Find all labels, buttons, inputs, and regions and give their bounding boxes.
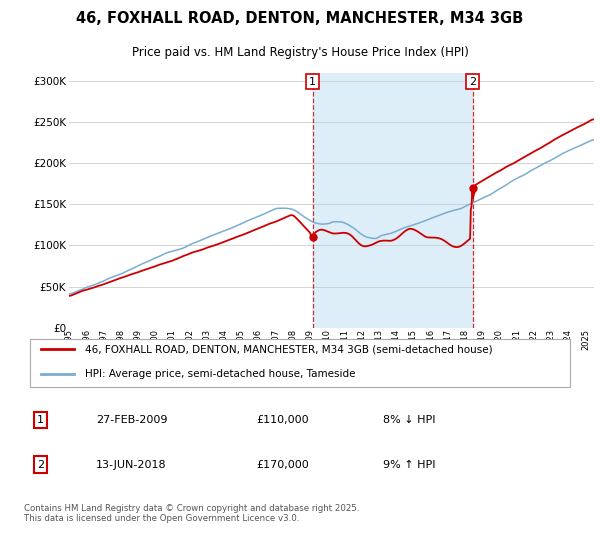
Text: 2: 2 (37, 460, 44, 470)
Text: 46, FOXHALL ROAD, DENTON, MANCHESTER, M34 3GB (semi-detached house): 46, FOXHALL ROAD, DENTON, MANCHESTER, M3… (85, 344, 493, 354)
Text: 27-FEB-2009: 27-FEB-2009 (96, 415, 167, 425)
Text: 46, FOXHALL ROAD, DENTON, MANCHESTER, M34 3GB: 46, FOXHALL ROAD, DENTON, MANCHESTER, M3… (76, 11, 524, 26)
Bar (313, 73, 473, 328)
Text: 13-JUN-2018: 13-JUN-2018 (96, 460, 166, 470)
Text: Price paid vs. HM Land Registry's House Price Index (HPI): Price paid vs. HM Land Registry's House … (131, 46, 469, 59)
Text: 9% ↑ HPI: 9% ↑ HPI (383, 460, 436, 470)
Text: £170,000: £170,000 (256, 460, 308, 470)
Text: 8% ↓ HPI: 8% ↓ HPI (383, 415, 436, 425)
FancyBboxPatch shape (29, 339, 571, 386)
Text: HPI: Average price, semi-detached house, Tameside: HPI: Average price, semi-detached house,… (85, 369, 355, 379)
Text: £110,000: £110,000 (256, 415, 308, 425)
Text: 2: 2 (469, 77, 476, 87)
Text: 1: 1 (309, 77, 316, 87)
Text: 1: 1 (37, 415, 44, 425)
Text: Contains HM Land Registry data © Crown copyright and database right 2025.
This d: Contains HM Land Registry data © Crown c… (24, 504, 359, 524)
